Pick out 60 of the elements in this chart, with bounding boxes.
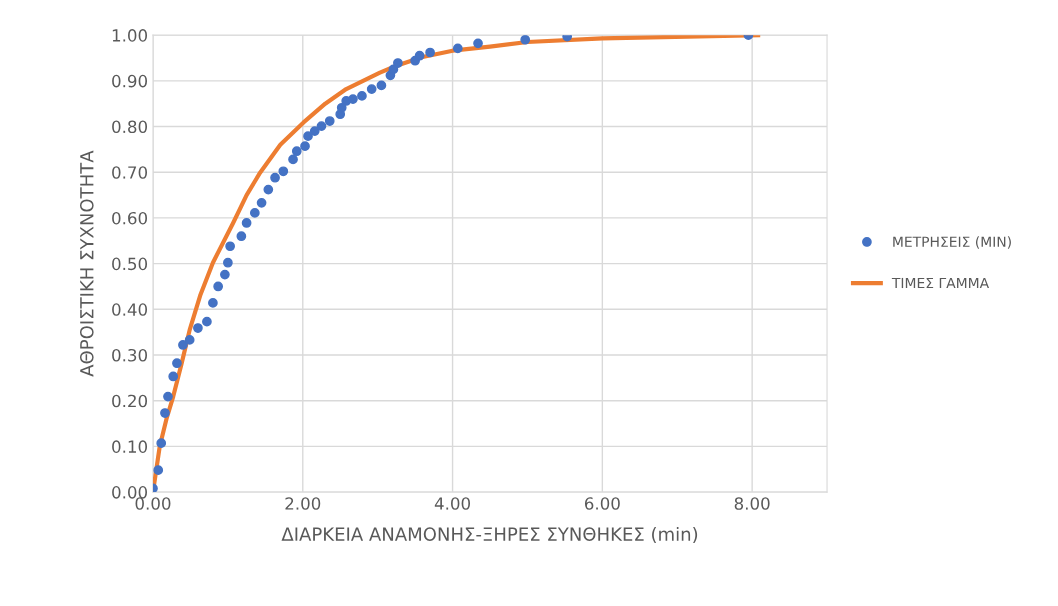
point — [291, 146, 302, 157]
point — [249, 208, 260, 218]
point — [309, 126, 320, 136]
point — [156, 438, 167, 449]
point — [300, 141, 310, 152]
point — [208, 298, 218, 308]
y-tick-label: 0.40 — [112, 303, 148, 316]
x-tick-label: 2.00 — [285, 497, 321, 510]
point — [225, 241, 235, 252]
y-tick-label: 0.00 — [112, 486, 148, 499]
legend-label: ΜΕΤΡΗΣΕΙΣ (MIN) — [893, 236, 1011, 249]
point — [303, 131, 313, 141]
point — [288, 154, 298, 165]
point — [153, 465, 164, 476]
point — [520, 35, 531, 45]
point — [316, 121, 327, 131]
point — [366, 84, 377, 94]
y-tick-label: 0.50 — [112, 257, 148, 271]
point — [213, 281, 224, 292]
point — [241, 218, 252, 228]
y-tick-label: 0.90 — [112, 74, 148, 88]
point — [256, 197, 267, 208]
point — [270, 172, 280, 183]
point — [425, 47, 435, 58]
x-axis-title: ΔΙΑΡΚΕΙΑ ΑΝΑΜΟΝΗΣ-ΞΗΡΕΣ ΣΥΝΘΗΚΕΣ (min) — [281, 526, 698, 544]
point — [336, 102, 347, 113]
point — [220, 269, 230, 280]
point — [163, 391, 173, 402]
y-tick-label: 0.10 — [112, 440, 148, 453]
point — [393, 58, 403, 68]
y-tick-label: 0.30 — [112, 348, 148, 362]
x-tick-label: 8.00 — [734, 497, 770, 510]
y-tick-label: 0.60 — [112, 211, 148, 225]
point — [193, 323, 203, 333]
point — [202, 316, 212, 327]
point — [223, 257, 233, 268]
y-tick-label: 0.80 — [112, 120, 148, 134]
x-tick-label: 0.00 — [135, 497, 171, 510]
x-tick-label: 6.00 — [584, 497, 620, 510]
point — [348, 94, 358, 104]
point — [178, 340, 188, 350]
point — [414, 50, 425, 61]
point — [357, 91, 367, 101]
point — [236, 231, 247, 242]
point — [278, 166, 289, 177]
point — [263, 184, 274, 195]
point — [473, 38, 483, 49]
y-axis-title: ΑΘΡΟΙΣΤΙΚΗ ΣΥΧΝΟΤΗΤΑ — [79, 150, 94, 377]
point — [184, 335, 195, 345]
point — [172, 358, 182, 369]
point — [168, 371, 179, 382]
point — [452, 43, 463, 54]
x-tick-label: 4.00 — [434, 497, 471, 510]
y-tick-label: 0.70 — [112, 166, 148, 179]
y-tick-label: 0.20 — [112, 394, 148, 408]
point — [160, 408, 170, 418]
point — [324, 116, 335, 126]
point — [376, 80, 387, 91]
y-tick-label: 1.00 — [112, 29, 148, 42]
legend-label: ΤΙΜΕΣ ΓΑΜΜΑ — [891, 277, 990, 289]
